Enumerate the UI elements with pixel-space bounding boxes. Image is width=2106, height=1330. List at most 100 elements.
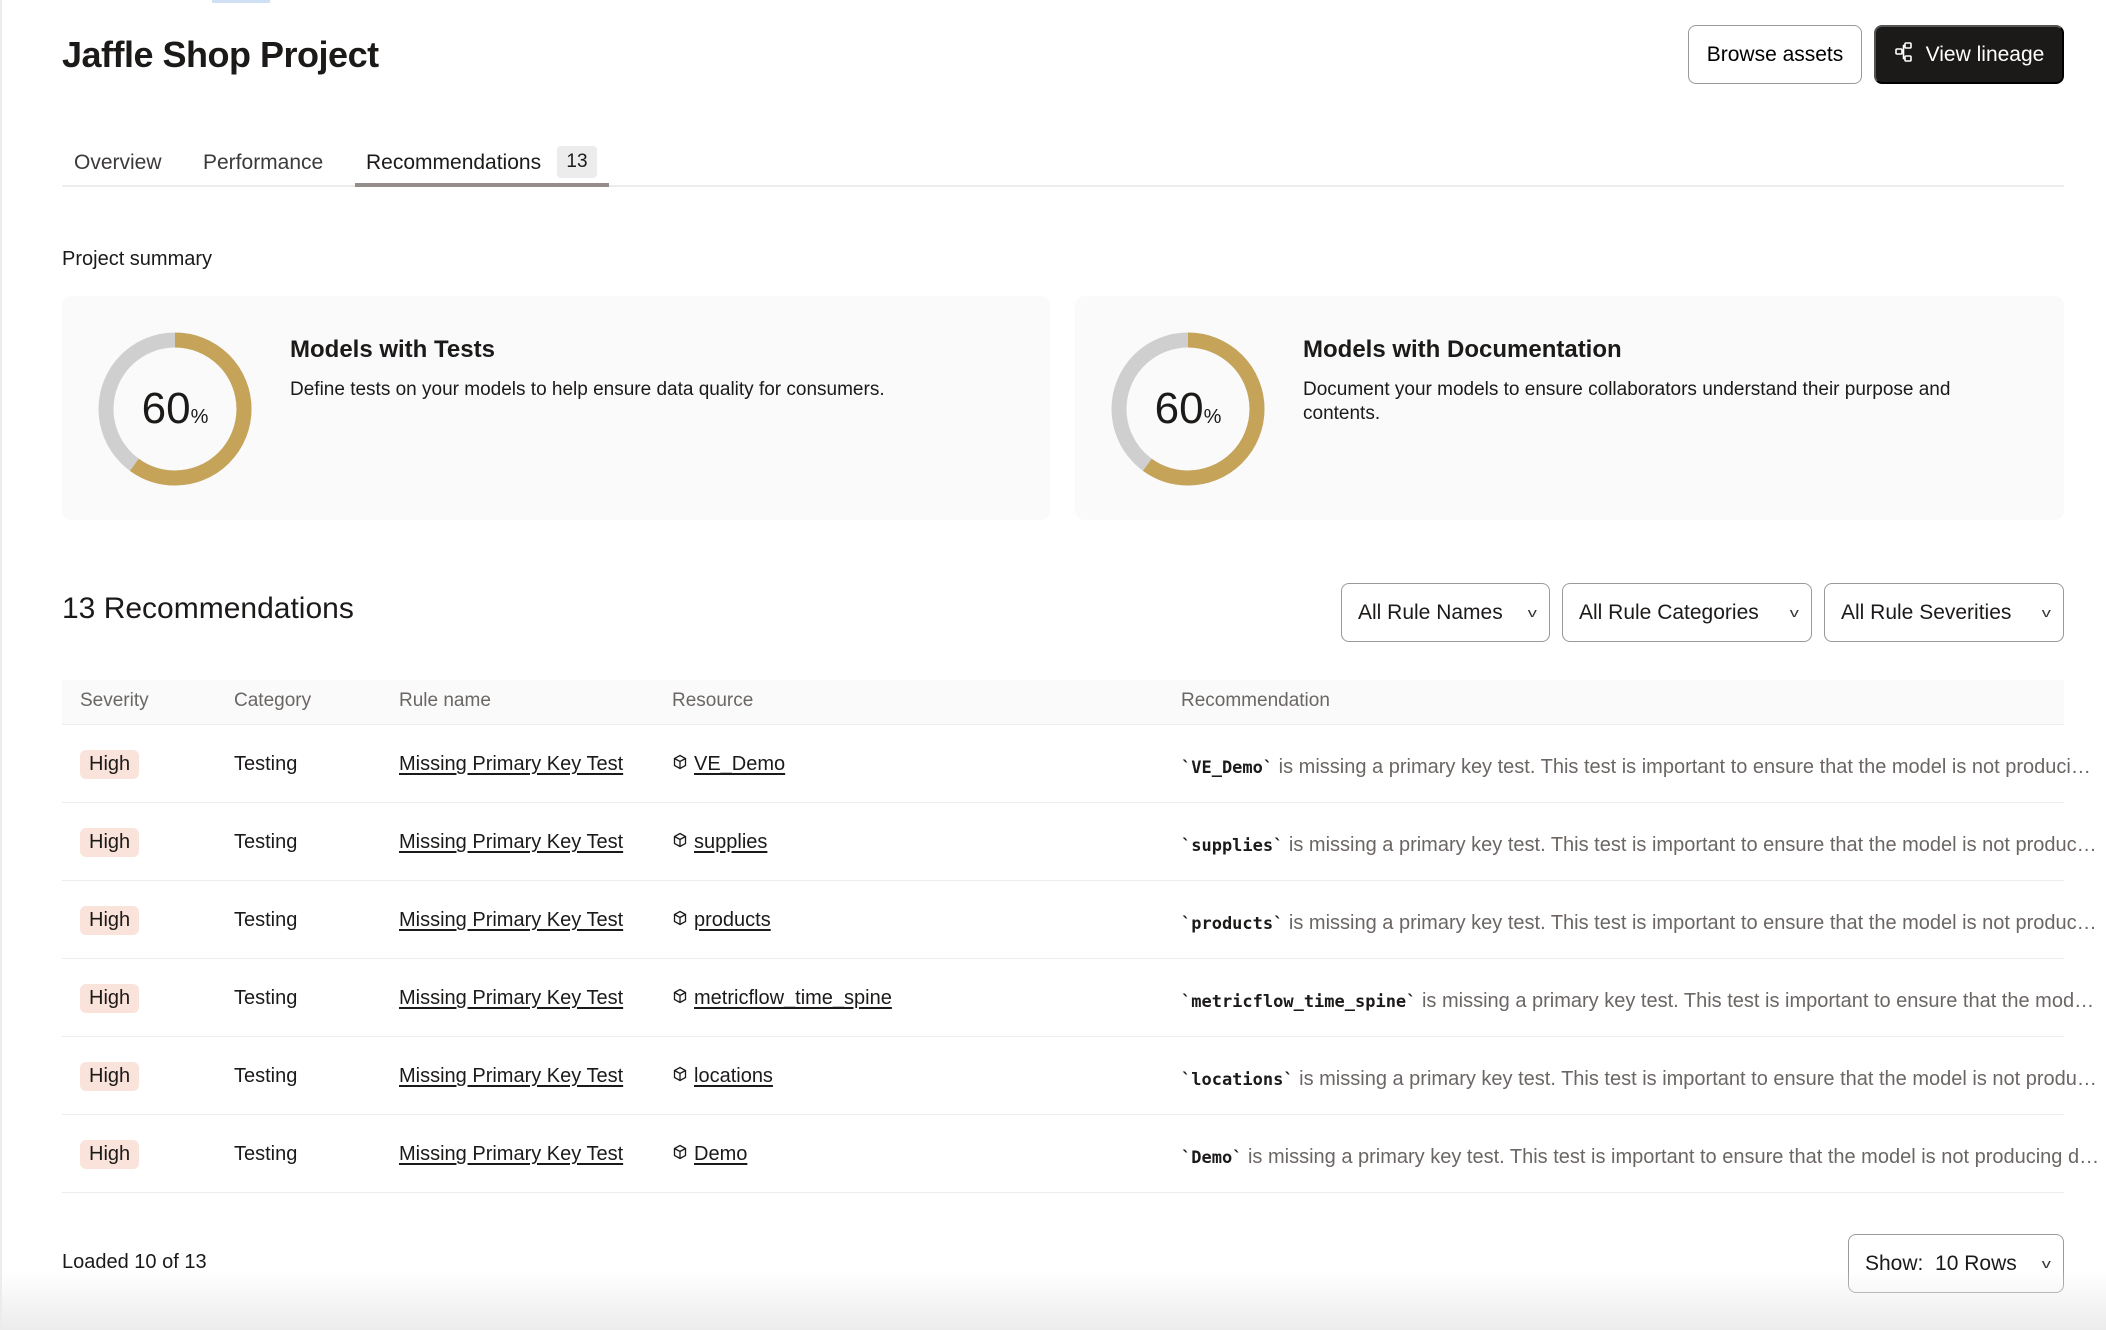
column-rule-name[interactable]: Rule name [399, 690, 491, 711]
category-cell: Testing [234, 987, 298, 1009]
lineage-icon [1894, 41, 1916, 69]
severity-badge: High [80, 828, 140, 857]
browse-assets-button[interactable]: Browse assets [1688, 25, 1862, 84]
donut-progress-arc [98, 332, 252, 486]
resource-link[interactable]: products [694, 909, 771, 931]
model-cube-icon [672, 1143, 688, 1166]
rule-name-link[interactable]: Missing Primary Key Test [399, 987, 624, 1009]
model-cube-icon [672, 753, 688, 776]
resource-code: `Demo` [1181, 1148, 1243, 1168]
tab-performance[interactable]: Performance [203, 151, 324, 174]
category-cell: Testing [234, 831, 298, 853]
column-recommendation[interactable]: Recommendation [1181, 690, 1330, 711]
table-row: High Testing Missing Primary Key Test De… [62, 1115, 2101, 1193]
resource-cell: products [672, 909, 771, 932]
resource-code: `products` [1181, 914, 1284, 934]
column-category[interactable]: Category [234, 690, 312, 711]
rule-names-filter[interactable]: All Rule Names v [1341, 583, 1550, 642]
resource-link[interactable]: supplies [694, 831, 768, 853]
tab-bar: Overview Performance Recommendations 13 [62, 140, 2064, 187]
column-severity[interactable]: Severity [80, 690, 149, 711]
recommendations-heading: 13 Recommendations [62, 592, 354, 625]
resource-code: `supplies` [1181, 836, 1284, 856]
filter-label: All Rule Categories [1579, 600, 1759, 624]
active-tab-indicator [355, 183, 609, 187]
recommendation-text: `locations` is missing a primary key tes… [1181, 1068, 2101, 1090]
chevron-down-icon: v [2041, 1256, 2051, 1271]
tab-overview[interactable]: Overview [74, 151, 162, 174]
table-row: High Testing Missing Primary Key Test pr… [62, 881, 2101, 959]
project-summary-label: Project summary [62, 248, 213, 270]
recommendation-text: `metricflow_time_spine` is missing a pri… [1181, 990, 2101, 1012]
model-cube-icon [672, 831, 688, 854]
tab-recommendations[interactable]: Recommendations [366, 151, 542, 174]
rule-categories-filter[interactable]: All Rule Categories v [1562, 583, 1812, 642]
view-lineage-label: View lineage [1925, 42, 2045, 66]
view-lineage-button[interactable]: View lineage [1874, 25, 2064, 84]
severity-badge: High [80, 984, 140, 1013]
severity-badge: High [80, 750, 140, 779]
top-indicator [212, 0, 270, 3]
card-description: Define tests on your models to help ensu… [290, 379, 885, 400]
model-cube-icon [672, 1065, 688, 1088]
resource-cell: Demo [672, 1143, 747, 1166]
rows-per-page-label: Show: 10 Rows [1865, 1251, 2017, 1275]
model-cube-icon [672, 909, 688, 932]
bottom-fade [2, 1270, 2106, 1330]
resource-code: `locations` [1181, 1070, 1294, 1090]
recommendations-count-badge: 13 [557, 146, 597, 178]
donut-progress-arc [1111, 332, 1265, 486]
rule-name-link[interactable]: Missing Primary Key Test [399, 831, 624, 853]
documentation-percent: 60% [1154, 384, 1222, 433]
loaded-count: Loaded 10 of 13 [62, 1251, 207, 1273]
rule-name-link[interactable]: Missing Primary Key Test [399, 1065, 624, 1087]
chevron-down-icon: v [1789, 605, 1799, 620]
tests-progress-donut [98, 332, 252, 486]
filter-label: All Rule Severities [1841, 600, 2012, 624]
category-cell: Testing [234, 909, 298, 931]
filter-label: All Rule Names [1358, 600, 1503, 624]
resource-link[interactable]: metricflow_time_spine [694, 987, 892, 1009]
chevron-down-icon: v [1527, 605, 1537, 620]
card-title: Models with Tests [290, 336, 495, 363]
page-title: Jaffle Shop Project [62, 34, 379, 75]
tests-percent: 60% [141, 384, 209, 433]
severity-badge: High [80, 1140, 140, 1169]
card-description: Document your models to ensure collabora… [1303, 379, 1951, 424]
rule-severities-filter[interactable]: All Rule Severities v [1824, 583, 2064, 642]
resource-cell: metricflow_time_spine [672, 987, 892, 1010]
table-header: Severity Category Rule name Resource Rec… [62, 680, 2064, 725]
recommendation-text: `Demo` is missing a primary key test. Th… [1181, 1146, 2101, 1168]
recommendation-text: `products` is missing a primary key test… [1181, 912, 2101, 934]
table-row: High Testing Missing Primary Key Test me… [62, 959, 2101, 1037]
chevron-down-icon: v [2041, 605, 2051, 620]
rows-per-page-select[interactable]: Show: 10 Rows v [1848, 1234, 2064, 1293]
category-cell: Testing [234, 753, 298, 775]
resource-link[interactable]: locations [694, 1065, 773, 1087]
models-with-tests-card: 60% Models with Tests Define tests on yo… [62, 296, 1050, 520]
documentation-progress-donut [1111, 332, 1265, 486]
resource-link[interactable]: Demo [694, 1143, 748, 1165]
table-row: High Testing Missing Primary Key Test VE… [62, 725, 2101, 803]
rule-name-link[interactable]: Missing Primary Key Test [399, 1143, 624, 1165]
browse-assets-label: Browse assets [1706, 42, 1844, 66]
table-row: High Testing Missing Primary Key Test lo… [62, 1037, 2101, 1115]
category-cell: Testing [234, 1065, 298, 1087]
resource-cell: VE_Demo [672, 753, 785, 776]
card-title: Models with Documentation [1303, 336, 1622, 363]
rule-name-link[interactable]: Missing Primary Key Test [399, 753, 624, 775]
model-cube-icon [672, 987, 688, 1010]
category-cell: Testing [234, 1143, 298, 1165]
rule-name-link[interactable]: Missing Primary Key Test [399, 909, 624, 931]
resource-cell: supplies [672, 831, 767, 854]
recommendation-text: `VE_Demo` is missing a primary key test.… [1181, 756, 2101, 778]
severity-badge: High [80, 906, 140, 935]
table-row: High Testing Missing Primary Key Test su… [62, 803, 2101, 881]
column-resource[interactable]: Resource [672, 690, 754, 711]
recommendation-text: `supplies` is missing a primary key test… [1181, 834, 2101, 856]
resource-cell: locations [672, 1065, 773, 1088]
resource-code: `VE_Demo` [1181, 758, 1274, 778]
resource-link[interactable]: VE_Demo [694, 753, 786, 775]
severity-badge: High [80, 1062, 140, 1091]
models-with-documentation-card: 60% Models with Documentation Document y… [1075, 296, 2064, 520]
